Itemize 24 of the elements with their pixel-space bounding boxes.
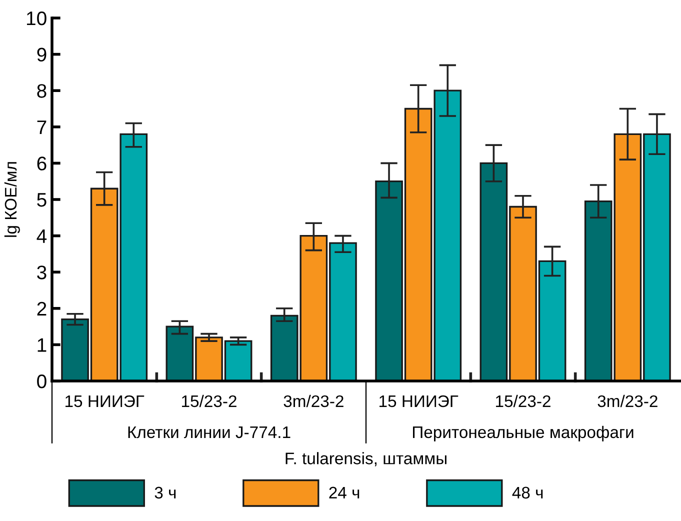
- x-tick-label: 15/23-2: [496, 394, 550, 408]
- x-tick-label: 3m/23-2: [284, 394, 344, 408]
- y-tick-label: 10: [26, 11, 46, 26]
- y-tick-label: 2: [37, 302, 46, 316]
- x-tick-label: 15 НИИЭГ: [66, 395, 144, 408]
- y-tick-label: 3: [37, 266, 46, 280]
- y-tick-label: 7: [37, 120, 46, 134]
- x-tick-label: 15/23-2: [182, 394, 236, 408]
- legend-label: 48 ч: [512, 486, 543, 499]
- y-tick-label: 0: [37, 374, 46, 388]
- y-tick-label: 4: [36, 229, 47, 243]
- y-tick-label: 1: [38, 338, 46, 352]
- text: Перитонеальные макрофаги: [413, 426, 634, 442]
- y-tick-label: 9: [37, 48, 46, 62]
- text: Клетки линии J-774.1: [128, 426, 290, 438]
- x-axis-title: F. tularensis, штаммы: [286, 452, 446, 466]
- y-tick-label: 5: [37, 193, 46, 207]
- x-tick-label: 15 НИИЭГ: [380, 395, 458, 408]
- legend-label: 3 ч: [154, 486, 176, 499]
- y-tick-label: 6: [37, 156, 46, 170]
- legend-label: 24 ч: [329, 486, 360, 498]
- y-axis-title: lg КОЕ/мл: [4, 162, 20, 237]
- y-tick-label: 8: [37, 84, 46, 98]
- x-tick-label: 3m/23-2: [598, 394, 658, 408]
